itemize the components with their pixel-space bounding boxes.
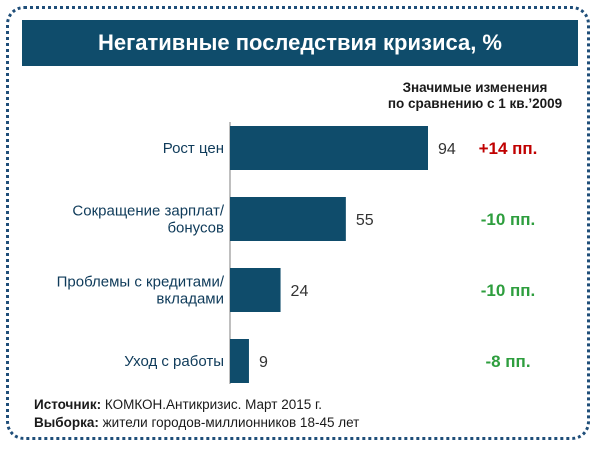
bar-3 [230, 268, 281, 312]
bar-4 [230, 339, 249, 383]
source-line: Источник: КОМКОН.Антикризис. Март 2015 г… [34, 396, 359, 414]
change-value-4: -8 пп. [485, 352, 530, 371]
change-value-3: -10 пп. [481, 281, 536, 300]
sample-text: жители городов-миллионников 18-45 лет [98, 415, 360, 430]
chart-title: Негативные последствия кризиса, % [97, 30, 502, 55]
data-label-2: 55 [356, 212, 374, 229]
category-label-1: Рост цен [163, 140, 224, 157]
source-text: КОМКОН.Антикризис. Март 2015 г. [101, 397, 323, 412]
change-value-2: -10 пп. [481, 210, 536, 229]
source-label: Источник: [34, 397, 102, 412]
change-header-line-1: Значимые изменения [402, 80, 548, 95]
data-label-3: 24 [291, 283, 309, 300]
category-label-3-line-2: вкладами [156, 291, 224, 308]
footer: Источник: КОМКОН.Антикризис. Март 2015 г… [34, 396, 359, 432]
change-header: Значимые изменения по сравнению с 1 кв.’… [370, 80, 580, 112]
category-label-3-line-1: Проблемы с кредитами/ [57, 274, 225, 291]
category-label-4: Уход с работы [124, 353, 224, 370]
change-header-line-2: по сравнению с 1 кв.’2009 [387, 96, 563, 111]
chart-frame [6, 6, 590, 440]
data-label-4: 9 [259, 354, 268, 371]
bar-2 [230, 197, 346, 241]
sample-label: Выборка: [34, 415, 99, 430]
sample-line: Выборка: жители городов-миллионников 18-… [34, 414, 359, 432]
change-value-1: +14 пп. [479, 139, 538, 158]
bar-1 [230, 126, 428, 170]
title-bar: Негативные последствия кризиса, % [22, 20, 578, 66]
category-label-2-line-2: бонусов [167, 220, 224, 237]
category-label-2-line-1: Сокращение зарплат/ [72, 203, 224, 220]
data-label-1: 94 [438, 141, 456, 158]
